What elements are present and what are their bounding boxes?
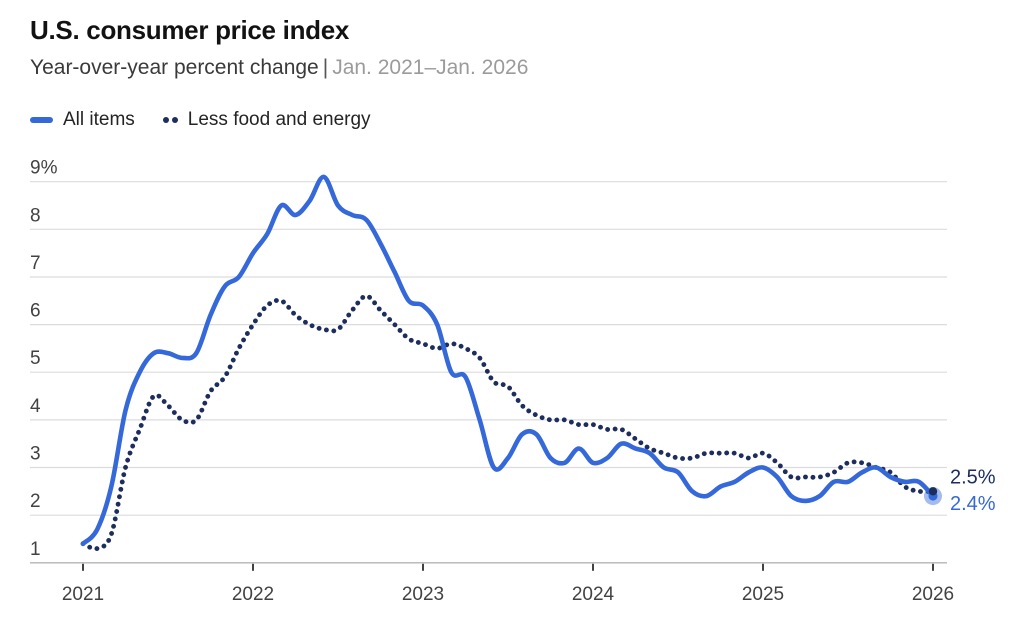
legend-item-all-items: All items: [30, 109, 135, 131]
cpi-line-chart: 9% 8 7 6 5 4 3 2 1 2021 2022 2023 2024 2025 2026 2.5% 2.…: [30, 158, 996, 605]
date-range-text: Jan. 2021–Jan. 2026: [332, 56, 529, 79]
x-axis-label: 2024: [572, 584, 615, 605]
legend-label-all-items: All items: [63, 109, 135, 130]
legend-item-less-food-energy: Less food and energy: [162, 109, 371, 131]
core-dot: [162, 117, 169, 123]
all-items-line: [80, 174, 936, 546]
y-axis-label: 9%: [30, 158, 58, 179]
chart-subtitle: Year-over-year percent change | Jan. 2021–…: [30, 56, 528, 80]
y-axis-label: 8: [30, 205, 41, 226]
x-axis-label: 2025: [742, 584, 784, 605]
subtitle-text: Year-over-year percent change: [30, 56, 319, 79]
legend-label-less-food-energy: Less food and energy: [187, 109, 371, 130]
x-axis-label: 2023: [402, 584, 444, 605]
chart-area: 9% 8 7 6 5 4 3 2 1 2021 2022 2023 2024 2025 2026 2.5% 2.…: [0, 140, 1024, 619]
subtitle-separator: |: [322, 56, 329, 79]
y-axis-label: 7: [30, 253, 41, 274]
y-axis-label: 6: [30, 301, 41, 322]
x-axis-label: 2022: [232, 584, 274, 605]
core-end-marker: [928, 487, 938, 496]
legend: All items Less food and energy: [30, 109, 371, 131]
y-axis-label: 4: [30, 396, 41, 417]
y-axis-label: 1: [30, 539, 41, 560]
x-axis-label: 2026: [912, 584, 954, 605]
chart-title: U.S. consumer price index: [30, 15, 350, 45]
all-items-end-label: 2.4%: [950, 493, 996, 515]
core-end-label: 2.5%: [950, 466, 996, 488]
core-dot: [171, 117, 178, 123]
y-axis-label: 2: [30, 491, 41, 512]
core-dots-swatch: [162, 117, 178, 123]
x-axis-label: 2021: [62, 584, 104, 605]
y-axis-label: 5: [30, 348, 41, 369]
y-axis-label: 3: [30, 444, 41, 465]
all-items-line-swatch: [30, 117, 53, 123]
core-cpi-line: [80, 293, 936, 552]
